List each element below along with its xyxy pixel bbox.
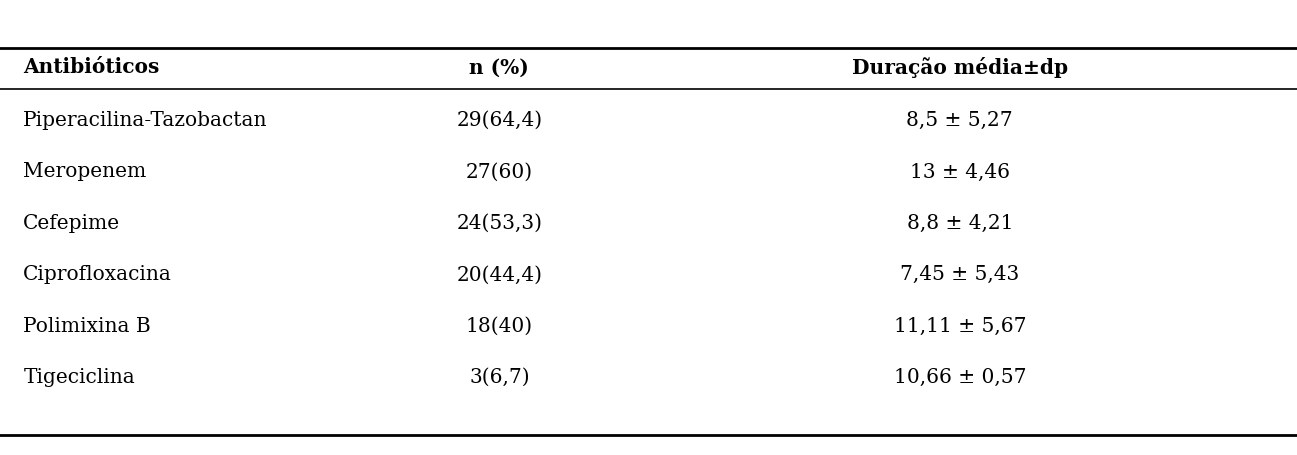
Text: Meropenem: Meropenem [23, 162, 147, 182]
Text: n (%): n (%) [470, 57, 529, 77]
Text: 8,5 ± 5,27: 8,5 ± 5,27 [907, 111, 1013, 130]
Text: 24(53,3): 24(53,3) [457, 214, 542, 233]
Text: Ciprofloxacina: Ciprofloxacina [23, 265, 173, 284]
Text: 13 ± 4,46: 13 ± 4,46 [909, 162, 1010, 182]
Text: 20(44,4): 20(44,4) [457, 265, 542, 284]
Text: Piperacilina-Tazobactan: Piperacilina-Tazobactan [23, 111, 268, 130]
Text: 3(6,7): 3(6,7) [470, 368, 529, 387]
Text: 27(60): 27(60) [466, 162, 533, 182]
Text: 18(40): 18(40) [466, 317, 533, 336]
Text: 7,45 ± 5,43: 7,45 ± 5,43 [900, 265, 1019, 284]
Text: Cefepime: Cefepime [23, 214, 121, 233]
Text: 11,11 ± 5,67: 11,11 ± 5,67 [894, 317, 1026, 336]
Text: 29(64,4): 29(64,4) [457, 111, 542, 130]
Text: 10,66 ± 0,57: 10,66 ± 0,57 [894, 368, 1026, 387]
Text: Antibióticos: Antibióticos [23, 57, 160, 77]
Text: 8,8 ± 4,21: 8,8 ± 4,21 [907, 214, 1013, 233]
Text: Duração média±dp: Duração média±dp [852, 57, 1067, 78]
Text: Polimixina B: Polimixina B [23, 317, 150, 336]
Text: Tigeciclina: Tigeciclina [23, 368, 135, 387]
